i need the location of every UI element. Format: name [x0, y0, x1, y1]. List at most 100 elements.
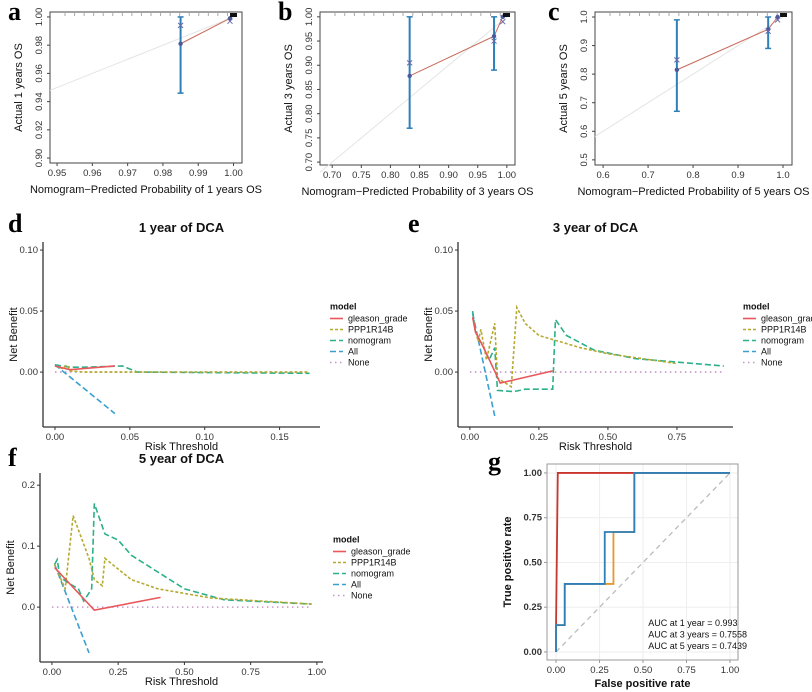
calibration-point [178, 41, 183, 46]
legend-label: All [348, 347, 358, 357]
series-line-auc-at-3-years-0-7558 [555, 472, 730, 652]
y-tick-label: 0.95 [304, 32, 315, 51]
y-tick-label: 0.00 [435, 367, 454, 378]
y-tick-label: 0.92 [34, 121, 45, 140]
x-tick-label: 0.00 [46, 432, 65, 443]
x-tick-label: 0.75 [352, 170, 371, 181]
x-tick-label: 0.99 [189, 168, 208, 179]
panel-g: 0.00 0.25 0.50 0.75 1.00 0.00 0.25 0.50 0.75 1.00… [502, 463, 747, 690]
x-axis-label: Risk Threshold [145, 676, 218, 688]
y-tick-label: 0.10 [435, 245, 454, 256]
bias-corrected-mark [499, 18, 506, 25]
rug-dense-mark [230, 13, 237, 17]
y-tick-label: 0.9 [579, 39, 590, 52]
x-tick-label: 0.70 [323, 170, 342, 181]
y-tick-label: 0.05 [435, 306, 454, 317]
y-tick-label: 0.90 [34, 149, 45, 168]
y-axis-label: Actual 1 years OS [13, 43, 25, 132]
chart-title: 3 year of DCA [553, 220, 639, 235]
series-line-all [54, 364, 116, 415]
x-axis-label: Risk Threshold [145, 441, 218, 453]
legend-label: All [351, 580, 361, 590]
auc-label: AUC at 1 year = 0.993 [648, 618, 737, 628]
x-tick-label: 1.00 [308, 667, 327, 678]
x-tick-label: 0.00 [461, 432, 480, 443]
reference-diagonal [555, 472, 731, 653]
calibration-line [409, 16, 504, 77]
x-tick-label: 1.0 [776, 170, 789, 181]
panel-label-f: f [8, 443, 17, 472]
panel-label-c: c [548, 0, 560, 26]
legend-label: gleason_grade [761, 314, 812, 324]
y-tick-label: 0.94 [34, 92, 45, 111]
chart-title: 5 year of DCA [139, 451, 225, 466]
x-tick-label: 0.75 [668, 432, 687, 443]
bias-corrected-mark [765, 28, 772, 35]
x-tick-label: 0.50 [599, 432, 618, 443]
x-tick-label: 0.05 [121, 432, 140, 443]
x-tick-label: 0.75 [241, 667, 260, 678]
x-tick-label: 0.98 [154, 168, 173, 179]
series-line-ppp1r14b [53, 515, 312, 605]
y-tick-label: 0.8 [579, 68, 590, 81]
y-tick-label: 0.1 [22, 541, 35, 552]
panel-f: 0.00 0.25 0.50 0.75 1.00 0.0 0.1 0.2 Risk Thresh… [5, 451, 411, 688]
x-axis-label: Nomogram−Predicted Probability of 3 year… [301, 186, 533, 198]
series-line-gleason-grade [54, 365, 115, 371]
plot-frame [49, 11, 243, 164]
plot-frame [594, 11, 793, 166]
legend-label: gleason_grade [348, 314, 408, 324]
y-tick-label: 0.2 [22, 480, 35, 491]
bias-corrected-mark [406, 59, 413, 66]
legend-label: nomogram [761, 336, 804, 346]
x-tick-label: 0.96 [83, 168, 102, 179]
y-tick-label: 0.98 [34, 36, 45, 55]
x-axis-label: Nomogram−Predicted Probability of 5 year… [577, 186, 809, 198]
x-tick-label: 1.00 [498, 170, 517, 181]
y-tick-label: 1.00 [34, 8, 45, 27]
series-line-nomogram [53, 503, 312, 605]
legend-label: PPP1R14B [351, 558, 397, 568]
y-tick-label: 0.70 [304, 153, 315, 172]
legend-label: None [351, 591, 373, 601]
bias-corrected-mark [674, 57, 680, 63]
y-tick-label: 0.7 [579, 96, 590, 109]
y-tick-label: 1.00 [524, 468, 543, 479]
panel-e: 0.00 0.25 0.50 0.75 0.00 0.05 0.10 Risk Thresho… [423, 220, 812, 453]
panel-label-g: g [488, 447, 501, 476]
series-line-nomogram [471, 310, 724, 393]
calibration-point [674, 67, 680, 73]
series-line-gleason-grade [53, 566, 161, 612]
y-tick-label: 0.75 [304, 129, 315, 148]
ideal-line [319, 16, 508, 173]
legend-title: model [743, 302, 770, 312]
calibration-point [407, 73, 412, 79]
x-tick-label: 0.50 [175, 667, 194, 678]
x-tick-label: 0.80 [381, 170, 400, 181]
y-axis-label: True positive rate [502, 516, 514, 607]
x-axis-label: False positive rate [595, 678, 691, 690]
panel-b: 0.70 0.75 0.80 0.85 0.90 0.95 1.00 0.70 0.75 0.80… [283, 8, 534, 198]
x-tick-label: 0.95 [48, 168, 67, 179]
series-line-gleason-grade [471, 317, 553, 384]
y-axis-label: Net Benefit [423, 307, 435, 361]
x-tick-label: 0.85 [410, 170, 429, 181]
bias-corrected-mark [227, 18, 233, 25]
x-tick-label: 0.95 [468, 170, 487, 181]
x-tick-label: 1.00 [721, 665, 740, 676]
y-axis-label: Net Benefit [8, 307, 20, 361]
x-tick-label: 0.00 [547, 665, 566, 676]
calibration-line [676, 16, 779, 71]
y-tick-label: 0.50 [524, 557, 543, 568]
auc-label: AUC at 5 years = 0.7439 [648, 641, 747, 651]
ideal-line [49, 16, 234, 91]
x-tick-label: 0.8 [686, 170, 699, 181]
x-tick-label: 0.15 [270, 432, 289, 443]
y-tick-label: 0.0 [22, 602, 35, 613]
auc-label: AUC at 3 years = 0.7558 [648, 629, 747, 639]
y-tick-label: 0.10 [20, 245, 39, 256]
panel-label-b: b [278, 0, 292, 26]
legend-title: model [333, 535, 360, 545]
